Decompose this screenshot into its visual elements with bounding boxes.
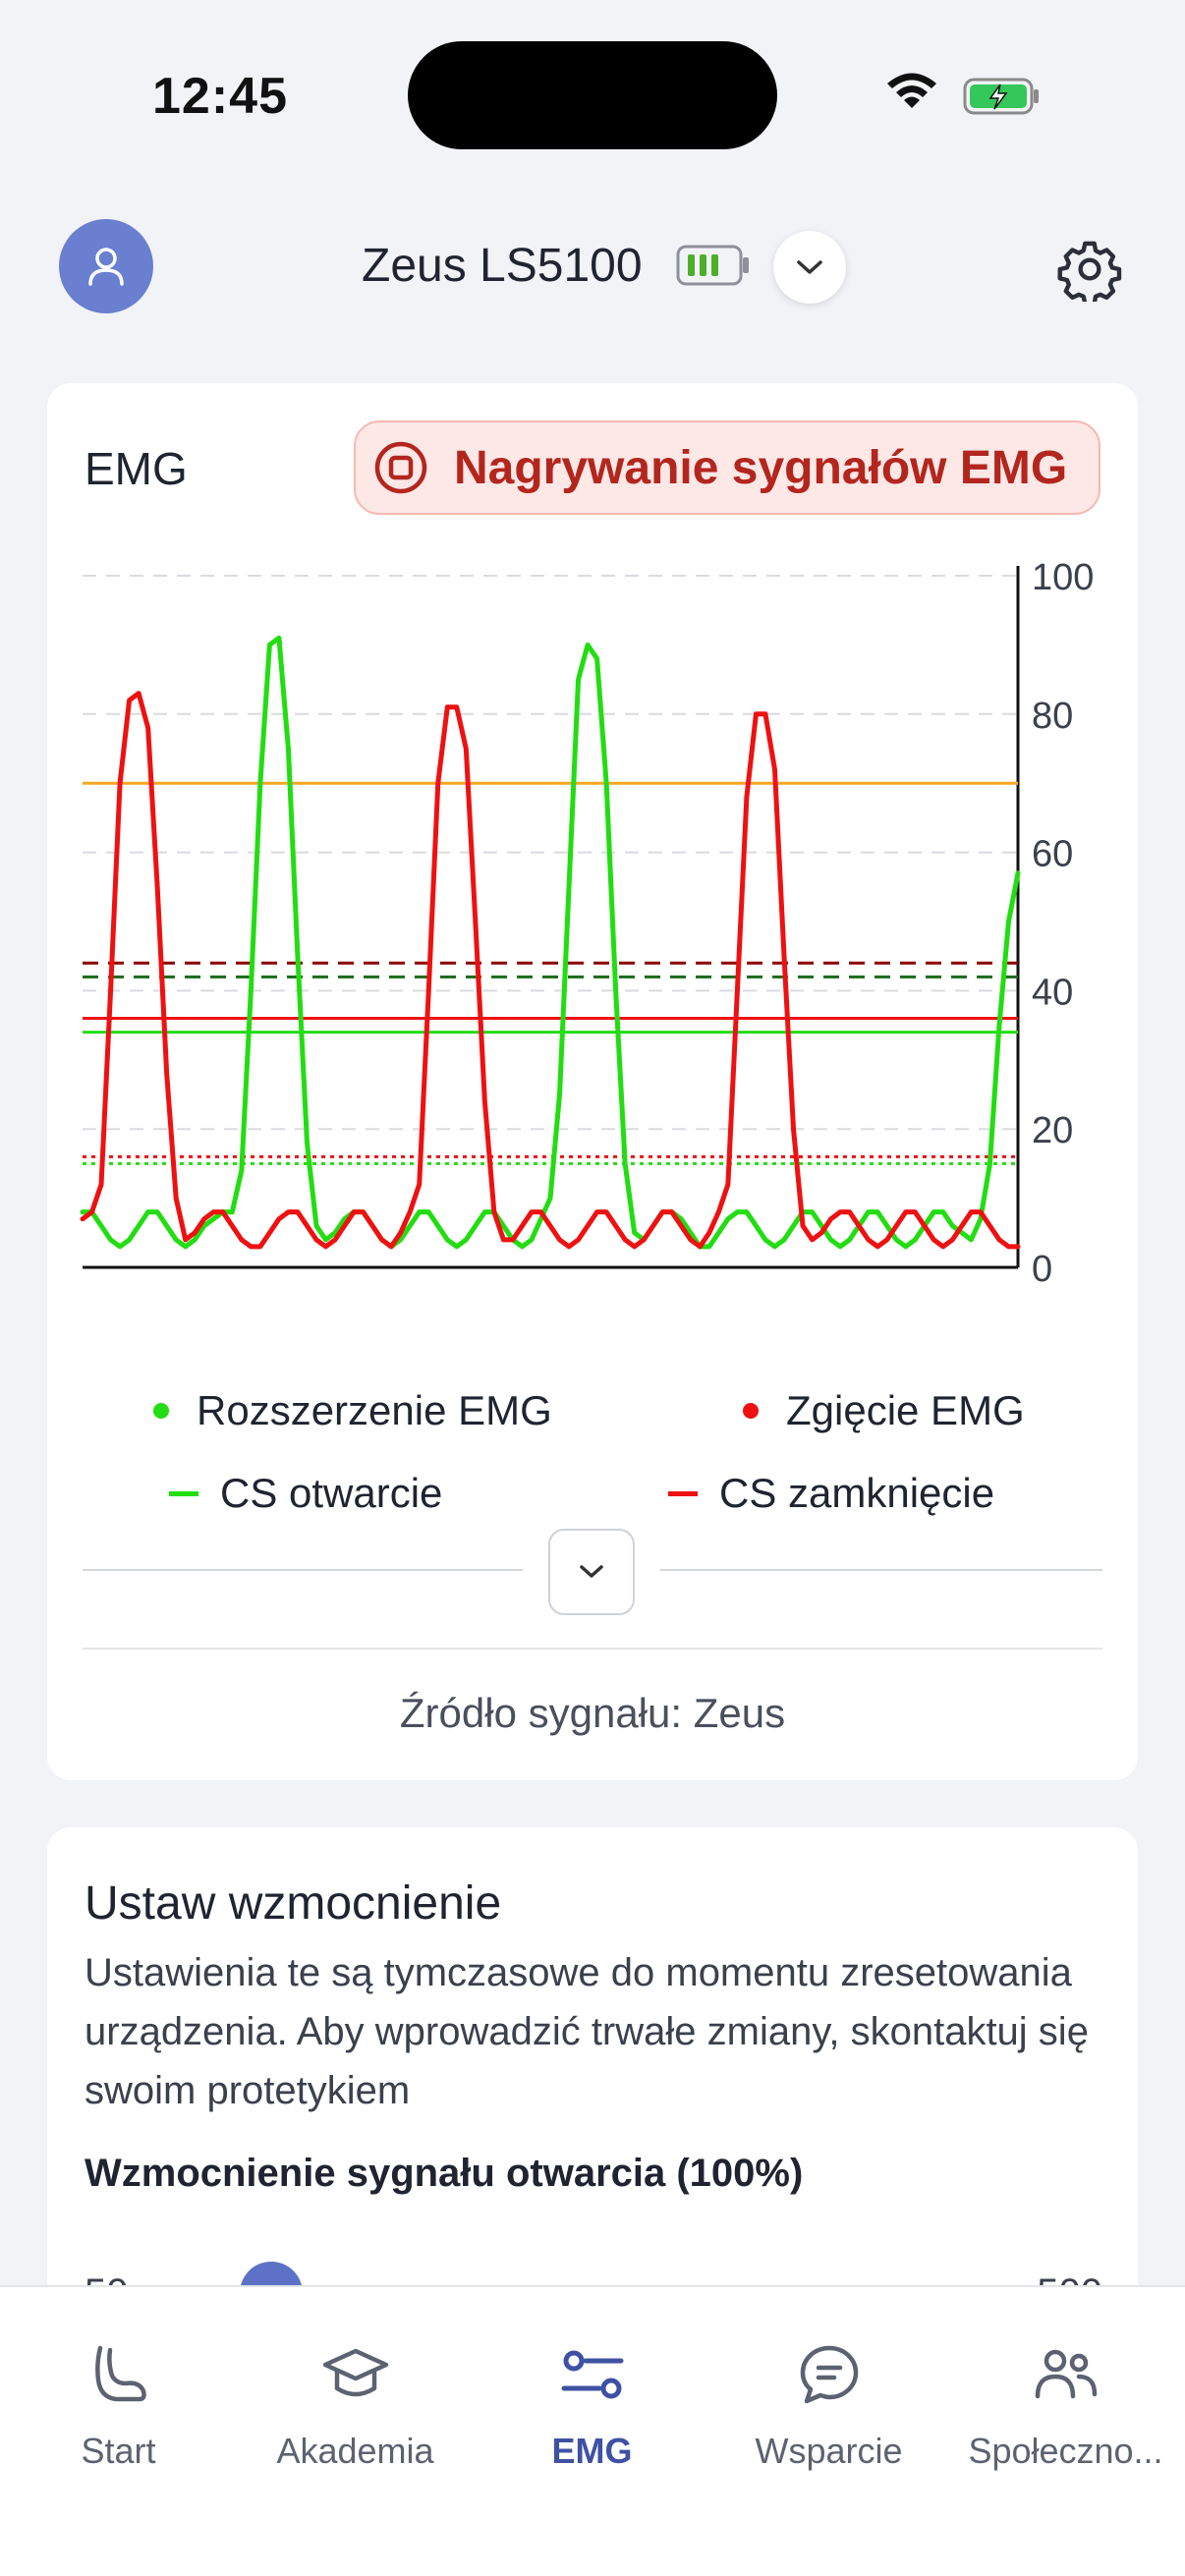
expander-divider-right — [660, 1569, 1102, 1571]
signal-source: Źródło sygnału: Zeus — [399, 1690, 786, 1736]
record-label: Nagrywanie sygnałów EMG — [454, 441, 1068, 494]
expander-divider-left — [83, 1569, 523, 1571]
dynamic-island — [408, 41, 777, 149]
legend-flexion: Zgięcie EMG — [743, 1387, 1025, 1434]
expand-chart-button[interactable] — [548, 1529, 635, 1615]
emg-card: EMG Nagrywanie sygnałów EMG 100 80 60 40 20 0… — [47, 383, 1138, 1780]
legend-extension-label: Rozszerzenie EMG — [197, 1387, 552, 1433]
device-name: Zeus LS5100 — [362, 240, 643, 292]
gain-description: Ustawienia te są tymczasowe do momentu z… — [85, 1951, 1089, 2112]
y-tick-label: 40 — [1032, 972, 1073, 1013]
gain-title: Ustaw wzmocnienie — [85, 1877, 502, 1930]
graduation-cap-icon — [322, 2348, 388, 2397]
legend-cs-close-label: CS zamknięcie — [719, 1470, 995, 1516]
legend-cs-open-line — [169, 1490, 198, 1496]
legend-extension: Rozszerzenie EMG — [153, 1387, 552, 1434]
battery-charging-icon — [963, 78, 1039, 115]
legend-flexion-label: Zgięcie EMG — [786, 1387, 1025, 1433]
y-tick-label: 100 — [1032, 557, 1094, 598]
chevron-down-icon — [797, 260, 822, 274]
legend-cs-open: CS otwarcie — [169, 1470, 442, 1517]
legend-cs-close: CS zamknięcie — [668, 1470, 994, 1517]
nav-item-emg[interactable]: EMG — [474, 2287, 710, 2484]
device-battery-icon — [676, 245, 749, 286]
nav-item-akademia[interactable]: Akademia — [237, 2287, 474, 2484]
settings-button[interactable] — [1053, 233, 1126, 306]
legend-cs-open-label: CS otwarcie — [220, 1470, 443, 1516]
gear-icon — [1057, 241, 1122, 302]
chevron-down-icon — [580, 1565, 603, 1578]
y-tick-label: 20 — [1032, 1110, 1073, 1151]
profile-avatar[interactable] — [59, 219, 153, 313]
sliders-icon — [561, 2350, 623, 2399]
wifi-icon — [887, 73, 936, 108]
chart-legend: Rozszerzenie EMG Zgięcie EMG CS otwarcie… — [47, 1366, 1138, 1516]
series-line — [80, 635, 1021, 1250]
chat-icon — [800, 2345, 858, 2404]
y-tick-label: 0 — [1032, 1249, 1052, 1290]
legend-extension-dot — [153, 1403, 169, 1419]
nav-item-wsparcie[interactable]: Wsparcie — [710, 2287, 947, 2484]
emg-chart: 100 80 60 40 20 0 — [80, 557, 1094, 1290]
user-icon — [88, 248, 124, 286]
status-bar: 12:45 — [0, 0, 1185, 187]
nav-label-spolecznosc: Społeczno... — [968, 2431, 1163, 2471]
y-tick-label: 60 — [1032, 834, 1073, 875]
open-gain-label: Wzmocnienie sygnału otwarcia (100%) — [85, 2152, 804, 2195]
nav-label-emg: EMG — [551, 2431, 633, 2471]
nav-label-akademia: Akademia — [276, 2431, 434, 2471]
legend-cs-close-line — [668, 1490, 698, 1496]
stop-record-icon — [374, 441, 427, 494]
community-icon — [1035, 2349, 1097, 2399]
card-divider — [83, 1648, 1102, 1650]
bottom-navigation: Start Akademia EMG — [0, 2285, 1185, 2576]
nav-item-spolecznosc[interactable]: Społeczno... — [947, 2287, 1184, 2484]
device-dropdown-button[interactable] — [773, 231, 846, 304]
nav-label-wsparcie: Wsparcie — [755, 2431, 903, 2471]
status-time: 12:45 — [152, 68, 288, 125]
emg-title: EMG — [85, 443, 188, 494]
nav-item-start[interactable]: Start — [0, 2287, 237, 2484]
nav-label-start: Start — [81, 2431, 156, 2471]
arm-icon — [94, 2345, 146, 2402]
y-tick-label: 80 — [1032, 696, 1073, 737]
record-emg-button[interactable]: Nagrywanie sygnałów EMG — [354, 420, 1100, 515]
series-line — [80, 691, 1021, 1250]
header: Zeus LS5100 — [0, 211, 1185, 319]
legend-flexion-dot — [743, 1403, 759, 1419]
